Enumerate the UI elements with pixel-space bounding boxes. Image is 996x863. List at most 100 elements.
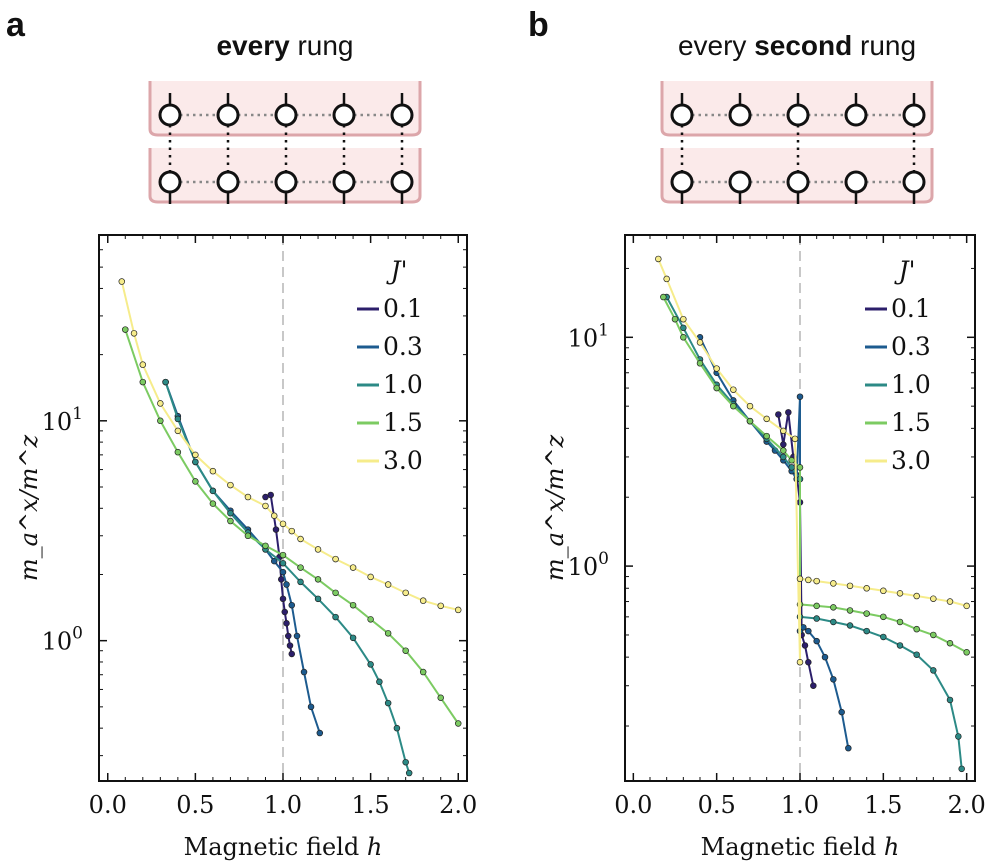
data-point	[288, 601, 296, 609]
data-point	[830, 618, 837, 626]
data-point	[384, 630, 392, 637]
data-point	[713, 365, 720, 372]
data-point	[805, 576, 812, 584]
data-point	[288, 650, 296, 658]
legend-label: 0.1	[383, 294, 423, 323]
data-point	[209, 467, 217, 475]
data-point	[376, 678, 383, 686]
series-line-1.0	[665, 296, 963, 769]
series-line-0.3	[699, 336, 850, 749]
data-point	[307, 703, 315, 711]
data-point	[297, 578, 304, 586]
data-point	[454, 720, 462, 727]
ladder-site	[670, 170, 694, 194]
ladder-site	[216, 170, 240, 194]
data-point	[437, 602, 444, 610]
data-point	[419, 597, 427, 604]
data-point	[671, 315, 679, 323]
data-point	[660, 293, 667, 301]
x-tick-label: 0.0	[89, 791, 127, 819]
legend-label: 3.0	[891, 446, 931, 475]
data-point	[139, 361, 147, 368]
data-point	[283, 581, 290, 588]
data-point	[279, 595, 287, 603]
data-point	[713, 384, 720, 392]
x-tick-label: 1.5	[864, 791, 902, 819]
data-point	[680, 334, 687, 341]
data-point	[279, 551, 287, 559]
data-point	[800, 624, 807, 631]
data-point	[300, 668, 308, 676]
data-point	[930, 595, 937, 602]
data-point	[405, 769, 413, 777]
panel-a-title: every rung	[216, 30, 353, 61]
data-point	[437, 694, 444, 702]
data-point	[402, 647, 409, 654]
series-line-0.1	[777, 412, 815, 686]
data-point	[157, 417, 164, 425]
data-point	[805, 658, 812, 666]
data-point	[813, 637, 820, 645]
data-point	[332, 613, 339, 621]
data-point	[367, 573, 374, 581]
data-point	[813, 615, 820, 622]
data-point	[913, 625, 920, 633]
legend-label: 3.0	[383, 446, 423, 475]
ladder-site	[390, 103, 414, 127]
data-point	[780, 453, 787, 461]
data-point	[270, 557, 278, 565]
data-point	[297, 564, 304, 571]
data-point	[963, 649, 970, 656]
ladder-site	[158, 170, 182, 194]
ladder-site	[786, 103, 810, 127]
data-point	[821, 653, 829, 661]
data-point	[192, 451, 199, 459]
ladder-site	[158, 103, 182, 127]
x-axis-label-var: h	[367, 833, 382, 861]
data-point	[696, 339, 704, 346]
data-point	[244, 532, 252, 540]
data-point	[393, 724, 401, 732]
ladder-site	[844, 170, 868, 194]
series-line-1.0	[164, 381, 411, 774]
data-point	[283, 620, 290, 627]
data-point	[896, 642, 904, 649]
ladder-site	[274, 170, 298, 194]
data-point	[830, 676, 837, 683]
data-point	[801, 642, 809, 649]
data-point	[244, 493, 252, 501]
data-point	[655, 255, 662, 263]
panel-b-title: every second rung	[678, 30, 916, 61]
data-point	[349, 564, 357, 571]
data-point	[863, 610, 870, 617]
legend-label: 0.3	[891, 332, 931, 361]
data-point	[349, 634, 357, 642]
x-tick-label: 0.0	[614, 791, 652, 819]
plot-panel-b: 0.0 0.5 1.0 1.5 2.0 100 101 Magnetic field h m_a…	[541, 234, 986, 861]
data-point	[845, 744, 852, 752]
data-point	[270, 512, 278, 519]
legend-label: 1.0	[383, 370, 423, 399]
x-tick-label: 0.5	[176, 791, 214, 819]
data-point	[209, 500, 217, 507]
data-point	[279, 568, 287, 576]
data-point	[813, 602, 820, 610]
data-point	[174, 427, 182, 435]
data-point	[746, 417, 754, 425]
data-point	[209, 487, 217, 495]
data-point	[384, 581, 392, 588]
data-point	[293, 632, 301, 640]
plot-panel-a: 0.0 0.5 1.0 1.5 2.0 100 101 Magnetic field h m_a…	[15, 234, 477, 861]
series-line-0.3	[164, 381, 321, 734]
data-point	[314, 576, 322, 583]
data-point	[279, 559, 287, 567]
data-point	[332, 555, 339, 563]
data-point	[332, 589, 339, 597]
ladder-site	[274, 103, 298, 127]
data-point	[314, 595, 322, 603]
data-point	[813, 577, 820, 585]
data-point	[192, 458, 199, 466]
data-point	[930, 667, 937, 674]
data-point	[780, 447, 787, 454]
